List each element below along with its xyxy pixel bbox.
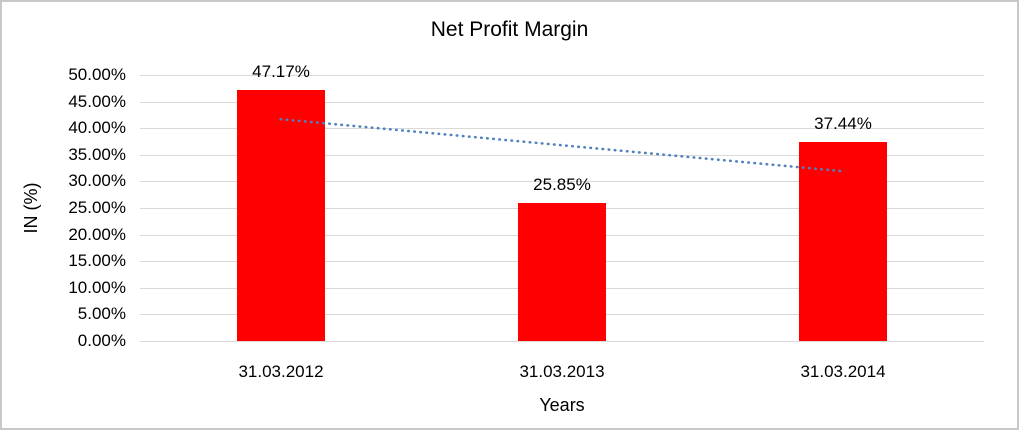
bar-31.03.2012	[237, 90, 325, 341]
y-tick-label: 25.00%	[68, 198, 126, 217]
bar-value-label: 25.85%	[533, 175, 591, 194]
y-tick-label: 40.00%	[68, 118, 126, 137]
chart-title: Net Profit Margin	[430, 18, 589, 41]
gridline	[140, 75, 984, 76]
x-tick-label: 31.03.2012	[238, 362, 324, 381]
gridline	[140, 181, 984, 182]
y-tick-label: 10.00%	[68, 278, 126, 297]
bar-value-label: 47.17%	[252, 62, 310, 81]
bar-value-label: 37.44%	[814, 114, 872, 133]
bar-31.03.2013	[518, 203, 606, 341]
y-tick-label: 45.00%	[68, 92, 126, 111]
y-tick-label: 35.00%	[68, 145, 126, 164]
y-tick-label: 15.00%	[68, 251, 126, 270]
x-tick-label: 31.03.2013	[519, 362, 605, 381]
y-tick-label: 30.00%	[68, 171, 126, 190]
y-tick-label: 50.00%	[68, 65, 126, 84]
bar-31.03.2014	[799, 142, 887, 341]
gridline	[140, 341, 984, 342]
y-tick-label: 0.00%	[77, 331, 126, 350]
x-tick-label: 31.03.2014	[800, 362, 886, 381]
x-axis-title: Years	[539, 395, 585, 415]
gridline	[140, 102, 984, 103]
y-tick-label: 20.00%	[68, 225, 126, 244]
y-tick-label: 5.00%	[77, 304, 126, 323]
